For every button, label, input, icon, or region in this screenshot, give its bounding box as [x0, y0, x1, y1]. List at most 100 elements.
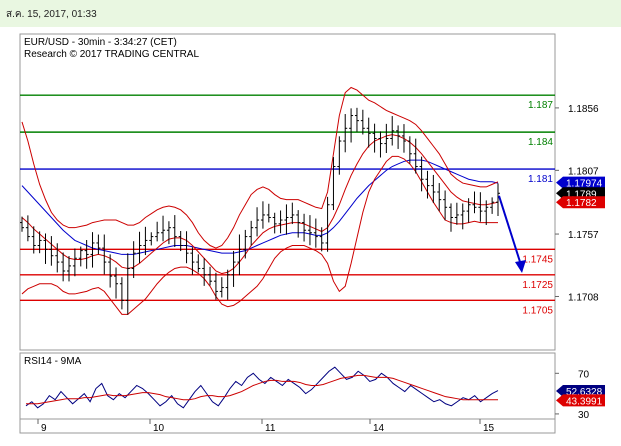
- ohlc-bar-70: [431, 174, 436, 203]
- time-axis-frame: [19, 418, 556, 434]
- ohlc-bar-71: [437, 183, 442, 212]
- ohlc-bar-53: [331, 157, 336, 211]
- time-axis: 9 10 11 14 15: [19, 418, 556, 434]
- ohlc-bar-6: [55, 243, 60, 273]
- time-tick-label: 14: [373, 423, 385, 434]
- rsi-title: RSI14 - 9MA: [24, 356, 82, 367]
- time-tick-label: 15: [483, 423, 495, 434]
- rsi-panel: RSI14 - 9MA: [19, 352, 556, 420]
- chart-subtitle: Research © 2017 TRADING CENTRAL: [24, 49, 199, 60]
- ohlc-bar-10: [78, 246, 83, 267]
- ohlc-bar-36: [231, 250, 236, 287]
- ohlc-bar-27: [178, 230, 183, 252]
- ohlc-bar-23: [155, 221, 160, 242]
- ohlc-bar-59: [366, 117, 371, 148]
- forecast-arrow-shaft: [498, 195, 522, 266]
- ohlc-bar-8: [67, 256, 72, 282]
- level-label-1: 1.184: [528, 137, 553, 148]
- price-tick-label: 1.1856: [568, 104, 599, 115]
- ohlc-bar-38: [243, 229, 248, 259]
- ohlc-bar-43: [272, 212, 277, 234]
- ohlc-bar-0: [20, 216, 24, 232]
- ohlc-bar-64: [396, 125, 401, 149]
- ohlc-bar-65: [401, 124, 406, 153]
- ohlc-bar-48: [302, 213, 307, 242]
- ohlc-bar-69: [425, 170, 430, 199]
- svg-text:1.1782: 1.1782: [566, 198, 597, 209]
- ohlc-bar-18: [125, 253, 130, 315]
- svg-text:43.3991: 43.3991: [566, 396, 603, 407]
- ohlc-bar-75: [460, 203, 465, 230]
- ohlc-bar-11: [84, 239, 89, 269]
- ohlc-bar-63: [390, 116, 395, 146]
- ohlc-bar-50: [313, 218, 318, 248]
- svg-text:1.1789: 1.1789: [566, 189, 597, 200]
- level-label-4: 1.1725: [522, 280, 553, 291]
- ohlc-bar-17: [119, 277, 124, 310]
- ohlc-bar-19: [131, 241, 136, 279]
- ohlc-bar-68: [419, 156, 424, 192]
- price-badge-0: 1.17974: [556, 176, 605, 190]
- ohlc-bar-33: [213, 272, 218, 300]
- ohlc-bar-67: [413, 138, 418, 174]
- ohlc-bar-55: [343, 114, 348, 153]
- ohlc-bar-46: [290, 202, 295, 225]
- ohlc-bar-74: [454, 202, 459, 225]
- ohlc-bar-56: [349, 108, 354, 143]
- ohlc-bar-58: [360, 109, 365, 135]
- ohlc-bar-20: [137, 231, 142, 263]
- ohlc-bar-7: [61, 252, 66, 282]
- ohlc-bar-41: [260, 201, 265, 229]
- ohlc-bar-31: [202, 258, 207, 286]
- bollinger-mid-line: [21, 134, 499, 275]
- rsi-ma-line: [26, 374, 498, 405]
- time-tick-label: 9: [41, 423, 47, 434]
- ohlc-bar-40: [255, 207, 260, 237]
- ohlc-bar-30: [196, 254, 201, 273]
- price-tick-label: 1.1807: [568, 166, 599, 177]
- time-tick-label: 10: [153, 423, 165, 434]
- ohlc-bar-47: [296, 210, 301, 238]
- ohlc-bar-34: [219, 277, 224, 298]
- ohlc-bar-28: [184, 231, 189, 264]
- price-axis: 1.1856 1.1807 1.1757 1.1708: [555, 104, 599, 303]
- ohlc-bar-15: [108, 254, 113, 288]
- ohlc-bar-79: [484, 200, 489, 226]
- ohlc-bar-37: [237, 234, 242, 276]
- price-tick-label: 1.1757: [568, 230, 599, 241]
- ohlc-bar-26: [172, 215, 177, 248]
- main-price-panel: 1.187 1.184 1.181 1.1745 1.1725 1.1705 EUR/US…: [19, 33, 556, 351]
- forecast-arrow-head: [515, 260, 526, 273]
- price-badge-2: 1.1782: [556, 196, 605, 209]
- ohlc-bar-44: [278, 210, 283, 234]
- ohlc-bar-2: [31, 226, 36, 254]
- ohlc-bar-22: [149, 232, 154, 246]
- ohlc-bar-4: [43, 233, 48, 264]
- level-label-0: 1.187: [528, 100, 553, 111]
- timestamp: ส.ค. 15, 2017, 01:33: [6, 9, 97, 20]
- bollinger-upper-line: [21, 86, 499, 249]
- rsi-badge-0: 52.6328: [556, 384, 605, 398]
- ohlc-bar-14: [102, 234, 107, 275]
- ohlc-bar-24: [161, 215, 166, 242]
- ohlc-bar-3: [37, 231, 42, 254]
- ohlc-bar-57: [354, 107, 359, 132]
- ohlc-bar-35: [225, 269, 230, 300]
- ohlc-bar-39: [249, 220, 254, 246]
- ohlc-bar-51: [319, 227, 324, 252]
- ohlc-bar-73: [448, 203, 453, 232]
- level-label-2: 1.181: [528, 174, 553, 185]
- ohlc-bar-9: [72, 248, 77, 277]
- chart-title: EUR/USD - 30min - 3:34:27 (CET): [24, 37, 177, 48]
- ohlc-bar-13: [96, 234, 101, 255]
- price-tick-label: 1.1708: [568, 292, 599, 303]
- ohlc-bar-76: [466, 198, 471, 223]
- level-label-5: 1.1705: [522, 305, 553, 316]
- ohlc-bar-72: [443, 190, 448, 221]
- ohlc-bar-49: [307, 215, 312, 246]
- rsi-badge-1: 43.3991: [556, 394, 605, 407]
- rsi-tick-label: 30: [578, 410, 590, 421]
- ohlc-bar-29: [190, 247, 195, 275]
- ohlc-bar-62: [384, 123, 389, 153]
